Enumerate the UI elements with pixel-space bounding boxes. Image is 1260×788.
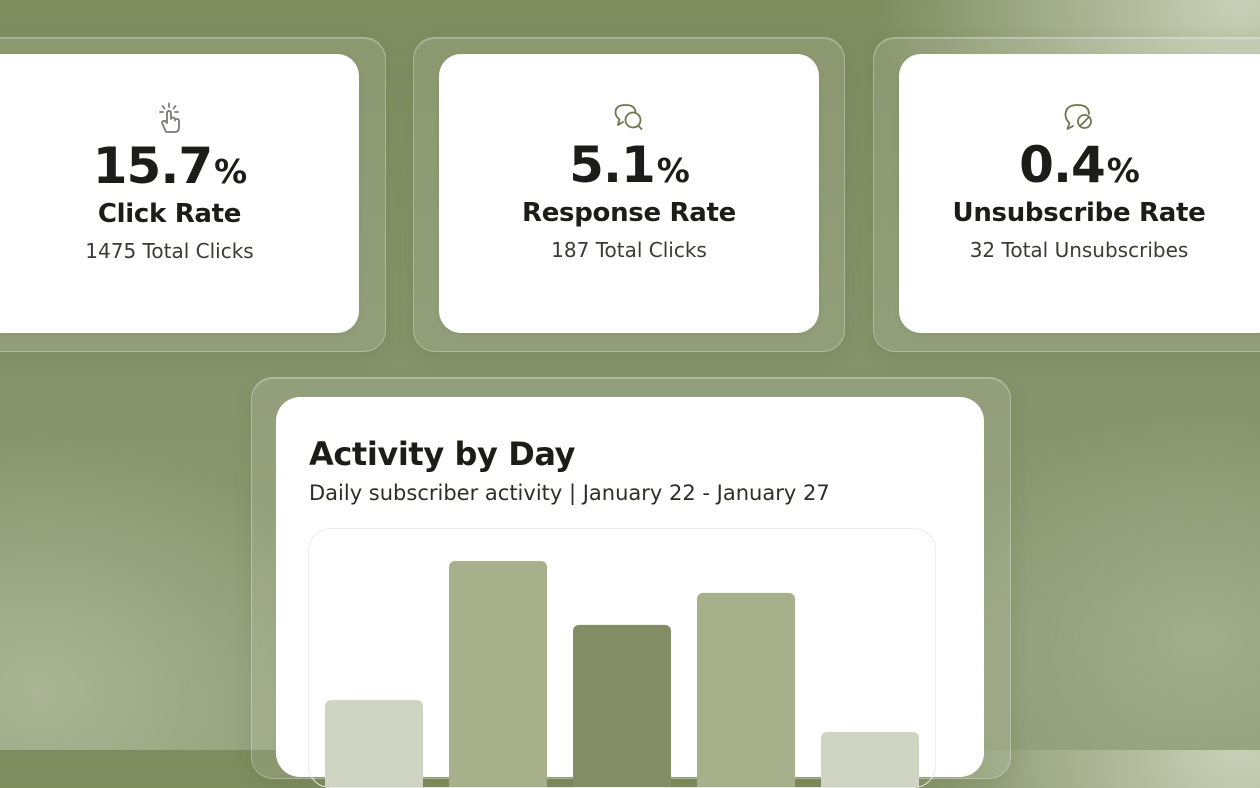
unsubscribe-rate-card: 0.4% Unsubscribe Rate 32 Total Unsubscri…: [899, 54, 1260, 333]
total-unsubscribes-text: 32 Total Unsubscribes: [969, 238, 1189, 262]
activity-card: Activity by Day Daily subscriber activit…: [276, 397, 984, 788]
total-clicks-text: 1475 Total Clicks: [85, 239, 254, 263]
activity-bar: [697, 592, 795, 787]
activity-chart: [308, 528, 936, 788]
click-rate-value: 15.7%: [92, 137, 247, 195]
activity-title: Activity by Day: [309, 435, 576, 473]
activity-bar: [573, 624, 671, 787]
response-rate-value: 5.1%: [569, 136, 690, 194]
activity-bar-chart: [325, 561, 919, 787]
unsubscribe-rate-value: 0.4%: [1019, 136, 1140, 194]
activity-bar: [821, 732, 919, 787]
activity-bar: [449, 561, 547, 787]
response-rate-card: 5.1% Response Rate 187 Total Clicks: [439, 54, 819, 333]
response-rate-label: Response Rate: [521, 198, 736, 228]
unsubscribe-rate-label: Unsubscribe Rate: [952, 198, 1206, 228]
chat-bubbles-icon: [614, 104, 643, 130]
activity-bar: [325, 700, 423, 787]
click-rate-card: 15.7% Click Rate 1475 Total Clicks: [0, 54, 359, 333]
response-total-text: 187 Total Clicks: [551, 238, 707, 262]
click-rate-label: Click Rate: [97, 199, 242, 229]
activity-subtitle: Daily subscriber activity | January 22 -…: [309, 481, 830, 505]
pointer-click-icon: [158, 102, 180, 133]
chat-blocked-icon: [1064, 104, 1092, 130]
